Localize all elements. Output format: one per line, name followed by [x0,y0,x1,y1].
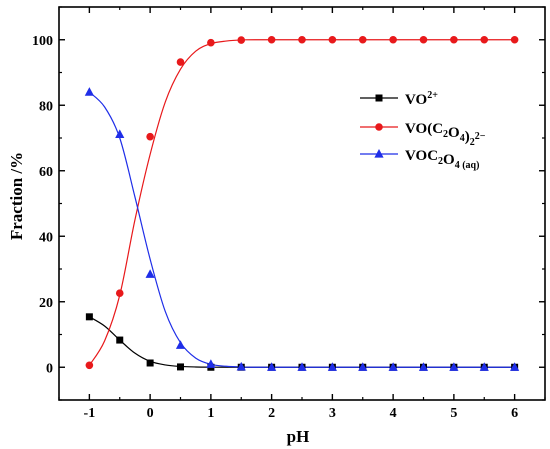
data-point-1 [450,35,458,44]
data-point-2 [358,362,368,371]
x-tick-label: 5 [450,406,457,421]
data-point-2 [449,362,459,371]
data-point-2 [206,359,216,368]
x-tick-label: 6 [511,406,518,421]
y-tick-label: 0 [46,361,53,376]
data-point-2 [175,340,186,349]
data-point-1 [298,35,306,44]
x-tick-label: -1 [84,406,96,421]
data-point-1 [358,35,367,44]
data-point-0 [116,336,124,344]
data-point-1 [389,35,397,44]
data-point-2 [236,361,246,371]
data-point-2 [297,362,307,371]
y-axis-ticks: 0 20 40 60 80 100 [32,6,545,401]
x-tick-label: 1 [207,406,214,421]
data-point-2 [388,362,398,371]
data-point-2 [267,362,277,371]
data-point-2 [327,362,337,371]
data-point-2 [479,362,489,371]
y-axis-label: Fraction /% [7,152,26,240]
x-tick-label: 3 [329,406,336,421]
data-point-2 [115,129,125,138]
x-tick-label: 2 [268,406,275,421]
data-point-1 [85,361,94,370]
legend-label: VO(C2O4)22− [405,121,486,148]
x-tick-label: 0 [147,406,154,421]
data-point-1 [267,35,276,44]
data-point-1 [510,35,519,44]
data-point-0 [177,363,184,371]
y-tick-label: 60 [39,165,53,180]
series-line-2 [88,91,515,368]
data-point-1 [419,35,428,44]
data-point-1 [207,38,215,47]
y-tick-label: 40 [39,230,53,245]
data-markers [84,35,520,371]
x-axis-label: pH [287,427,310,446]
legend-label: VO2+ [405,90,438,108]
data-point-0 [85,313,93,321]
x-axis-ticks: -1 0 1 2 3 4 5 6 [58,7,546,421]
legend-marker [375,123,383,131]
data-point-2 [510,362,520,371]
series-line-1 [88,39,515,366]
data-point-1 [237,36,246,44]
data-point-0 [146,359,154,367]
legend-marker [375,94,383,102]
legend: VO2+ VO(C2O4)22−VOC2O4 (aq) [360,90,486,171]
legend-marker [374,149,384,158]
x-tick-label: 4 [390,406,397,421]
y-tick-label: 100 [32,34,53,49]
y-tick-label: 80 [39,99,53,114]
data-point-1 [176,58,185,66]
data-point-1 [146,132,154,141]
data-point-2 [145,269,155,278]
data-point-1 [115,289,124,298]
data-point-1 [480,35,489,44]
legend-label: VOC2O4 (aq) [405,148,479,171]
y-tick-label: 20 [39,296,53,311]
data-point-2 [84,87,94,96]
data-point-2 [418,362,429,371]
data-point-1 [328,35,337,44]
